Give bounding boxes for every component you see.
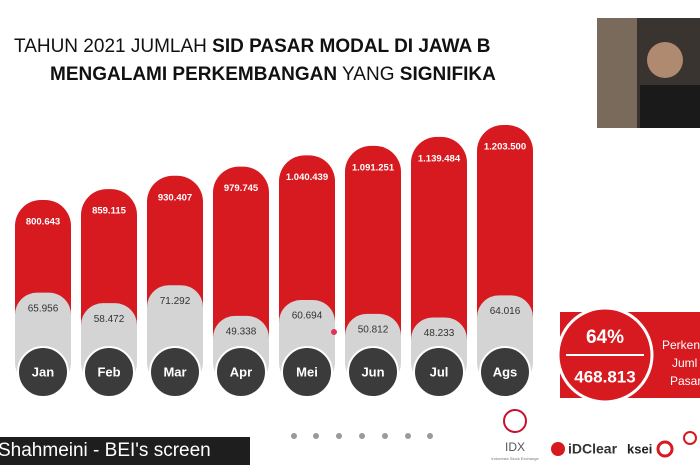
x-tick-label: Jun: [361, 364, 384, 379]
chart: 800.643 65.956 Jan 859.115 58.472 Feb 930.407 7…: [15, 124, 533, 398]
idclear-icon: [551, 442, 565, 456]
logo-text: IDX: [505, 440, 525, 454]
value-label: 64.016: [490, 306, 521, 317]
category-badge: [413, 346, 465, 398]
value-label: 1.040.439: [286, 172, 328, 183]
x-tick-label: Jan: [32, 364, 54, 379]
bar: [411, 136, 467, 369]
value-label: 65.956: [28, 303, 59, 314]
category-badge: [83, 346, 135, 398]
logo-icon: [683, 431, 697, 445]
idx-icon: [503, 409, 527, 433]
value-label: 1.139.484: [418, 153, 461, 164]
category-badge: [215, 346, 267, 398]
value-label: 49.338: [226, 327, 257, 338]
category-badge: [17, 346, 69, 398]
logo-text: Indonesia Stock Exchange: [491, 456, 539, 461]
value-label: 48.233: [424, 328, 455, 339]
title-line: MENGALAMI PERKEMBANGAN YANG SIGNIFIKA: [50, 64, 496, 85]
value-label: 859.115: [92, 206, 127, 217]
bar: [345, 145, 401, 369]
presenter-name: Shahmeini - BEI's screen: [0, 440, 211, 461]
title-part: MENGALAMI PERKEMBANGAN: [50, 64, 337, 85]
value-label: 1.203.500: [484, 141, 526, 152]
summary-label: Perken: [662, 338, 700, 352]
x-tick-label: Jul: [430, 364, 449, 379]
x-tick-label: Mei: [296, 364, 318, 379]
value-label: 979.745: [224, 183, 259, 194]
x-tick-label: Apr: [230, 364, 252, 379]
value-label: 71.292: [160, 296, 191, 307]
category-badge: [149, 346, 201, 398]
title-part: YANG: [337, 64, 400, 85]
category-badge: [479, 346, 531, 398]
value-label: 58.472: [94, 314, 125, 325]
title-part: SIGNIFIKA: [400, 64, 496, 85]
logo-text: ksei: [627, 441, 652, 456]
value-label: 800.643: [26, 216, 60, 227]
x-tick-label: Mar: [163, 364, 186, 379]
webcam-person: [647, 42, 683, 78]
summary-label: Juml: [672, 356, 697, 370]
value-label: 1.091.251: [352, 162, 395, 173]
value-label: 930.407: [158, 192, 192, 203]
webcam-person: [640, 85, 700, 128]
slide-title: TAHUN 2021 JUMLAH SID PASAR MODAL DI JAW…: [14, 36, 496, 85]
pagination: [291, 433, 433, 439]
summary-percent: 64%: [586, 327, 624, 348]
category-badge: [281, 346, 333, 398]
pointer: [331, 329, 337, 335]
value-label: 50.812: [358, 325, 389, 336]
x-tick-label: Ags: [493, 364, 518, 379]
presenter-bar: [0, 437, 250, 465]
logo-text: iDClear: [568, 441, 618, 457]
title-line: TAHUN 2021 JUMLAH SID PASAR MODAL DI JAW…: [14, 36, 491, 57]
title-part: TAHUN 2021 JUMLAH: [14, 36, 212, 57]
ksei-icon: [656, 440, 674, 458]
value-label: 60.694: [292, 311, 323, 322]
summary-label: Pasar: [670, 374, 700, 388]
category-badge: [347, 346, 399, 398]
summary-total: 468.813: [574, 367, 635, 386]
webcam-background: [597, 18, 637, 128]
x-tick-label: Feb: [97, 364, 120, 379]
title-part: SID PASAR MODAL DI JAWA B: [212, 36, 490, 57]
